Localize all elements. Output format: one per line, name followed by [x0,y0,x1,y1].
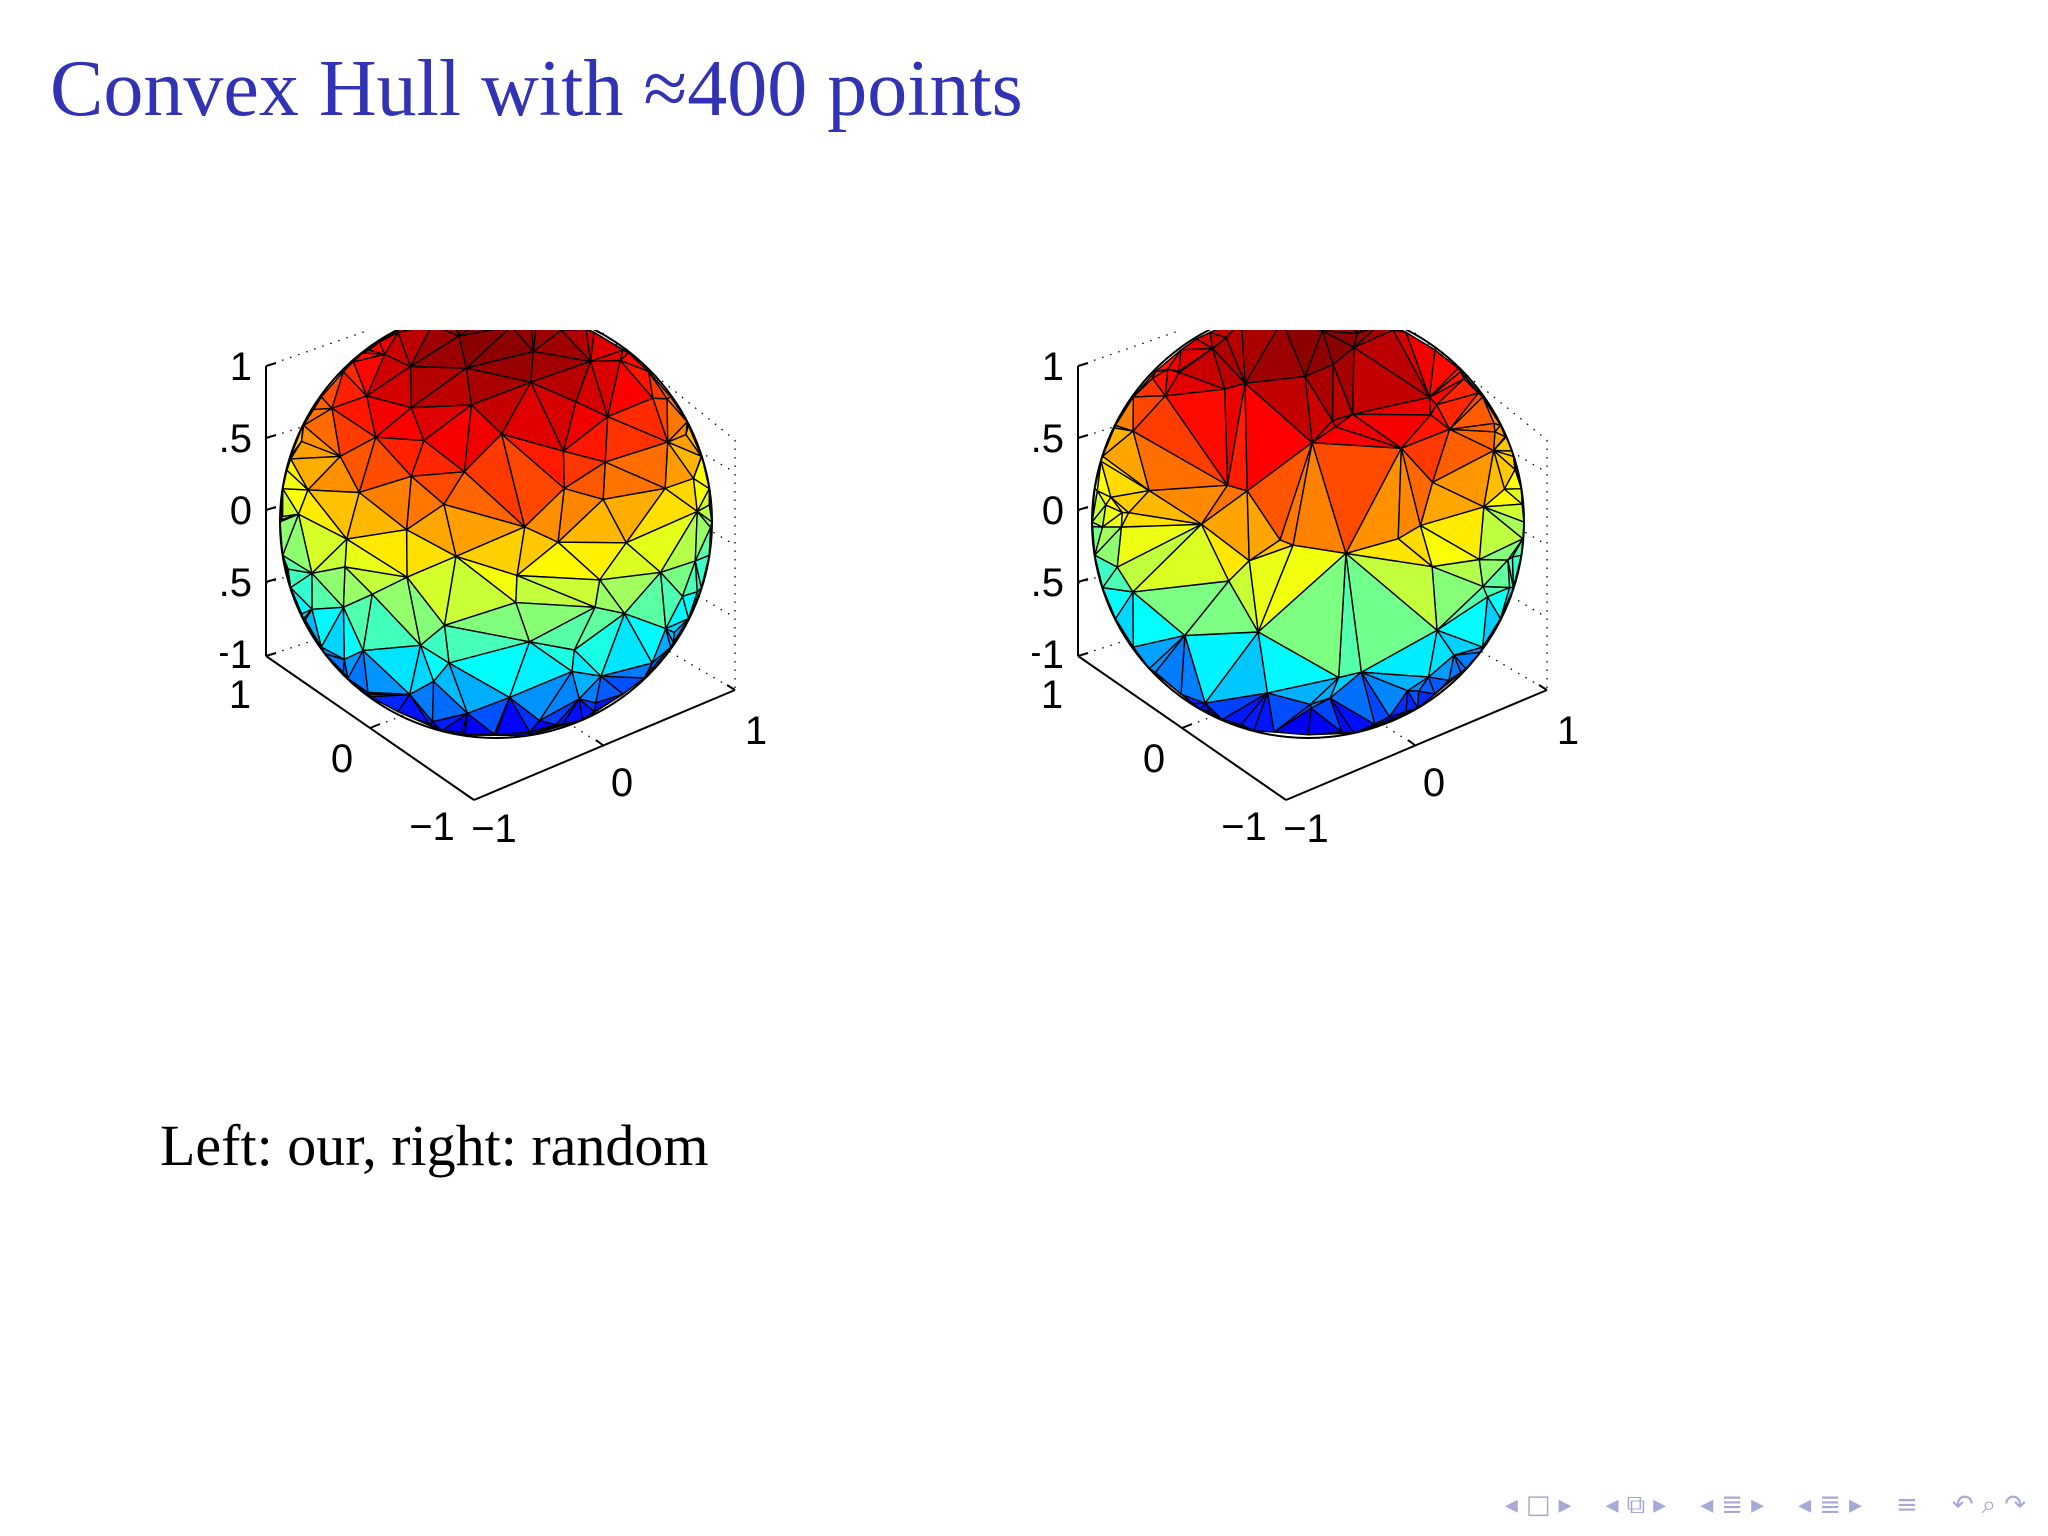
nav-part-icon[interactable]: ≣ [1819,1490,1841,1520]
nav-search-icon[interactable]: ⌕ [1981,1489,1997,1520]
hull-facet [1405,331,1436,398]
z-tick-label: 0 [1042,489,1064,533]
hull-facet [320,370,345,410]
y-tick-label: 1 [229,673,251,717]
nav-next-part-icon[interactable]: ▸ [1848,1490,1863,1520]
y-tick-label: 0 [331,737,353,781]
hull-facet [1434,671,1462,695]
slide-title: Convex Hull with ≈400 points [50,45,1023,133]
hull-facet [1321,330,1358,335]
slide-caption: Left: our, right: random [160,1113,709,1178]
hull-facet [581,693,624,721]
nav-prev-subsection-icon[interactable]: ◂ [1605,1490,1619,1520]
hull-facet [561,330,595,334]
nav-next-frame-icon[interactable]: ▸ [1558,1490,1572,1520]
hull-facet [529,330,538,353]
z-tick-label: −1 [220,633,252,677]
hull-facet [1225,330,1246,384]
hull-facet [593,331,630,354]
hull-facet [1132,370,1157,398]
z-tick-label: 0.5 [220,417,252,461]
y-tick-label: 0 [1143,737,1165,781]
hull-facet [1209,330,1243,339]
z-tick-label: 1 [230,345,252,389]
hull-facet [1311,426,1402,450]
x-tick-label: −1 [471,807,517,851]
hull-facet [431,330,460,337]
hull-facet [670,617,690,648]
nav-prev-part-icon[interactable]: ◂ [1798,1490,1812,1520]
nav-section-icon[interactable]: ≣ [1721,1490,1744,1520]
hull-facet [463,733,497,736]
nav-next-subsection-icon[interactable]: ▸ [1653,1490,1667,1520]
x-tick-label: 0 [1423,761,1445,805]
hull-facet [1110,496,1130,514]
z-tick-label: 0 [230,489,252,533]
nav-frame-icon[interactable]: □ [1525,1490,1551,1520]
hull-facet [1154,349,1182,373]
hull-mesh [280,330,712,737]
hull-facet [1178,347,1214,372]
z-tick-label: 0.5 [1032,417,1064,461]
z-tick-label: −1 [1032,633,1064,677]
hull-facet [1246,490,1281,562]
x-tick-label: 0 [611,761,633,805]
hull-facet [1114,396,1135,432]
hull-facet [1195,331,1214,350]
hull-facet [1457,367,1484,398]
hull-outline [1091,330,1525,739]
hull-mesh [1092,330,1524,736]
hull-outline [279,330,713,739]
nav-undo-icon[interactable]: ↶ [1951,1490,1974,1520]
hull-facet [342,361,368,397]
x-tick-label: 1 [745,709,767,753]
hull-facet [1329,671,1376,725]
hull-facet [1211,347,1246,390]
nav-prev-frame-icon[interactable]: ◂ [1504,1490,1518,1520]
hull-facet [1132,634,1186,670]
z-tick-label: −0.5 [1032,561,1064,605]
hull-facet [648,370,672,400]
hull-facet [495,731,531,737]
nav-redo-icon[interactable]: ↷ [2004,1490,2026,1520]
hull-facet [1101,587,1134,620]
nav-next-section-icon[interactable]: ▸ [1751,1490,1765,1520]
z-tick-label: −0.5 [220,561,252,605]
nav-subsection-icon[interactable]: ⧉ [1626,1489,1646,1520]
hull-facet [600,675,645,695]
hull-facet [367,691,371,698]
x-tick-label: 1 [1557,709,1579,753]
y-tick-label: −1 [1221,805,1267,849]
axes-frame: 10.50−0.5−110−1−101 [220,330,767,851]
hull-facet [1228,559,1259,633]
hull-facet [1353,718,1395,734]
y-tick-label: −1 [409,805,455,849]
hull-facet [1397,447,1422,540]
nav-prev-section-icon[interactable]: ◂ [1700,1490,1714,1520]
hull-facet [1221,692,1269,725]
convex-hull-plot-left: 10.50−0.5−110−1−101 [220,330,767,851]
hull-facet [1483,449,1506,508]
beamer-navigation-bar: ◂ □ ▸ ◂ ⧉ ▸ ◂ ≣ ▸ ◂ ≣ ▸ ≡ ↶ ⌕ ↷ [1475,1482,2030,1528]
nav-align-icon[interactable]: ≡ [1896,1490,1918,1520]
hull-facet [1436,629,1484,656]
convex-hull-plot-right: 10.50−0.5−110−1−101 [1032,330,1579,851]
hull-facet [1257,631,1340,694]
hull-facet [1273,707,1312,736]
hull-facet [397,710,443,732]
hull-facet [378,330,400,343]
x-tick-label: −1 [1283,807,1329,851]
hull-facet [1482,396,1502,427]
y-tick-label: 1 [1041,673,1063,717]
hull-facet [1353,330,1394,349]
hull-facet [1199,702,1211,713]
hull-facet [643,646,672,679]
z-tick-label: 1 [1042,345,1064,389]
